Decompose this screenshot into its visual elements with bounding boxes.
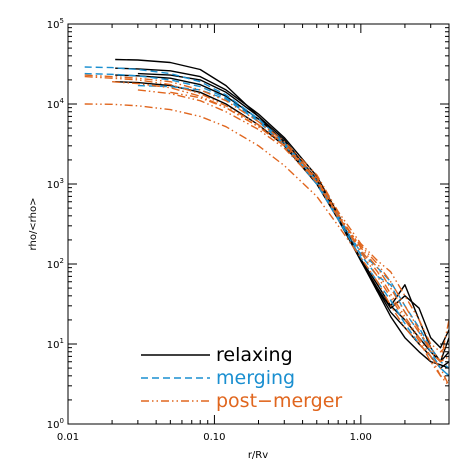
x-tick-label: 1.00 <box>350 432 372 443</box>
x-axis-label: r/Rv <box>248 450 268 461</box>
series-line-post-merger-10 <box>84 75 449 363</box>
x-tick-label: 0.01 <box>57 432 79 443</box>
series-line-post-merger-9 <box>84 74 449 353</box>
series-line-post-merger-13 <box>170 91 449 387</box>
series-line-merging-7 <box>137 84 449 377</box>
legend-label-0: relaxing <box>216 344 293 366</box>
series-line-relaxing-3 <box>115 81 449 369</box>
series-line-post-merger-11 <box>112 81 449 382</box>
series-line-merging-5 <box>84 66 449 377</box>
y-tick-label: 104 <box>47 97 65 111</box>
legend-label-2: post−merger <box>216 390 342 412</box>
series-line-merging-6 <box>84 72 449 369</box>
series-layer <box>84 58 449 387</box>
y-tick-label: 100 <box>47 417 64 431</box>
legend-label-1: merging <box>216 367 295 389</box>
y-tick-label: 101 <box>47 337 64 351</box>
y-tick-label: 102 <box>47 257 64 271</box>
series-line-post-merger-12 <box>137 89 449 363</box>
y-axis-label: rho/<rho> <box>28 198 39 251</box>
x-tick-label: 0.10 <box>203 432 225 443</box>
tick-labels: 0.01 0.10 1.00 100 101 102 103 104 105 <box>47 17 372 443</box>
series-line-post-merger-8 <box>84 103 449 387</box>
series-line-relaxing-1 <box>115 67 449 349</box>
y-tick-label: 103 <box>47 177 64 191</box>
y-tick-label: 105 <box>47 17 64 31</box>
ticks-layer <box>67 23 450 425</box>
